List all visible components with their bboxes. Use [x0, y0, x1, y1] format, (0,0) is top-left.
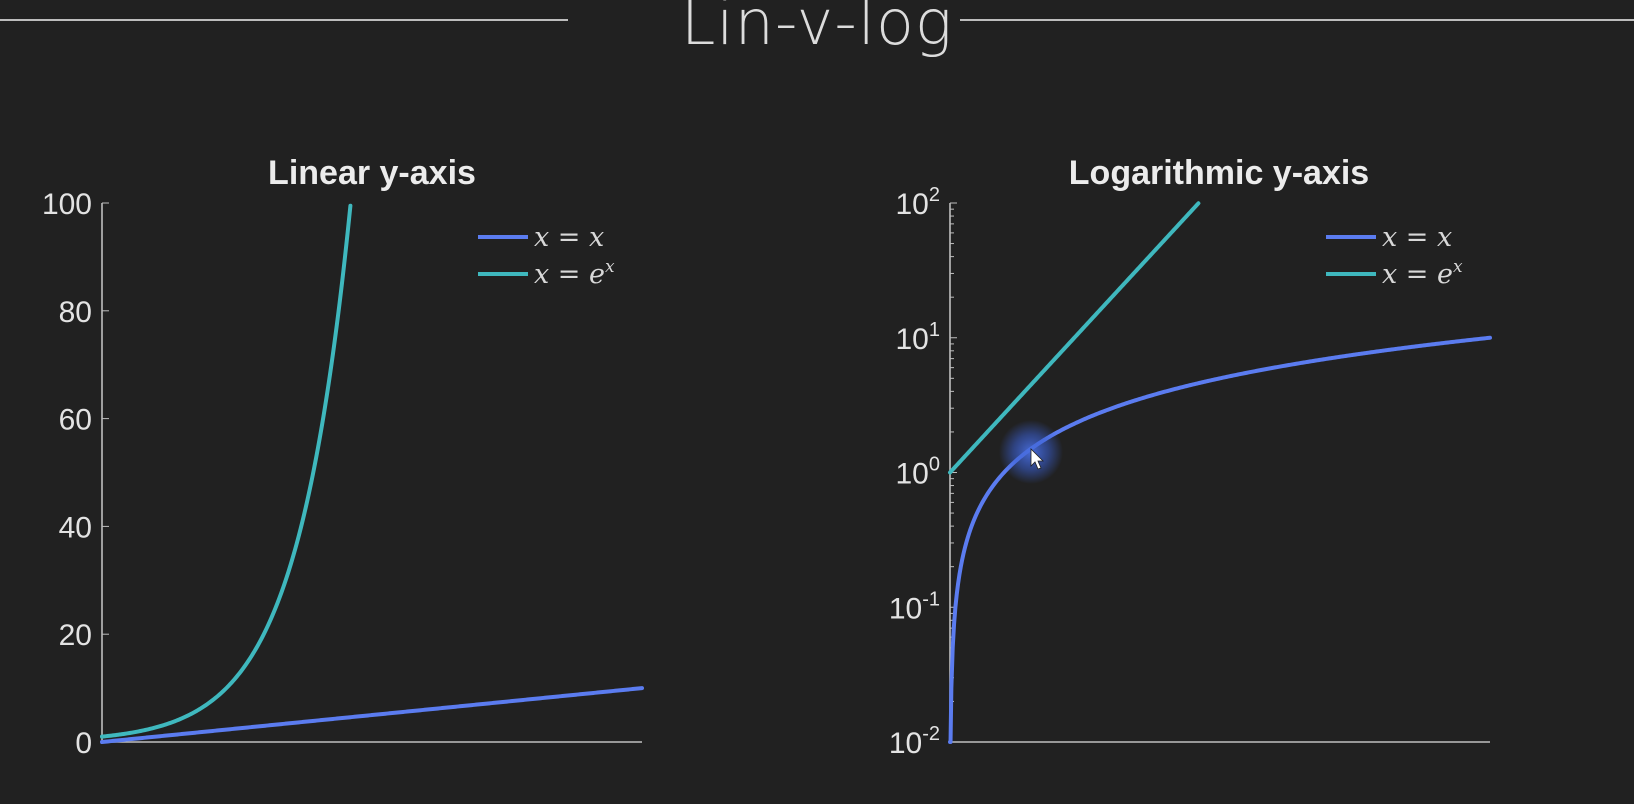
- cursor-layer: [999, 420, 1063, 484]
- title-rule-right: [960, 19, 1634, 21]
- y-tick-label: 101: [896, 319, 941, 356]
- y-tick-label: 40: [59, 511, 92, 544]
- legend-label: x = ex: [1382, 257, 1463, 290]
- y-tick-label: 100: [896, 454, 941, 491]
- y-tick-label: 0: [75, 727, 92, 760]
- legend-label: x = x: [1382, 222, 1452, 253]
- series-line-linear: [948, 335, 1492, 744]
- series-line-exp: [948, 201, 1201, 475]
- series-line-exp: [100, 203, 353, 739]
- title-rule-left: [0, 19, 568, 21]
- y-tick-label: 102: [896, 184, 941, 221]
- mouse-pointer-icon: [1030, 448, 1044, 470]
- y-tick-label: 20: [59, 619, 92, 652]
- chart-linear: Linear y-axis 0 20 40 60 80 100 x = x x = ex: [42, 154, 644, 760]
- legend-label: x = ex: [534, 257, 615, 290]
- y-tick-label: 80: [59, 296, 92, 329]
- y-tick-label: 60: [59, 404, 92, 437]
- y-tick-label: 10-1: [889, 588, 940, 625]
- series-line-linear: [100, 686, 644, 744]
- y-tick-label: 10-2: [889, 723, 940, 760]
- chart-log: Logarithmic y-axis 10-2 10-1 100 101 102 x = x…: [889, 154, 1492, 760]
- y-tick-label: 100: [42, 188, 92, 221]
- slide-title: Lin-v-log: [680, 0, 954, 59]
- chart-title: Logarithmic y-axis: [1069, 154, 1369, 192]
- chart-title: Linear y-axis: [268, 154, 476, 192]
- legend-label: x = x: [534, 222, 604, 253]
